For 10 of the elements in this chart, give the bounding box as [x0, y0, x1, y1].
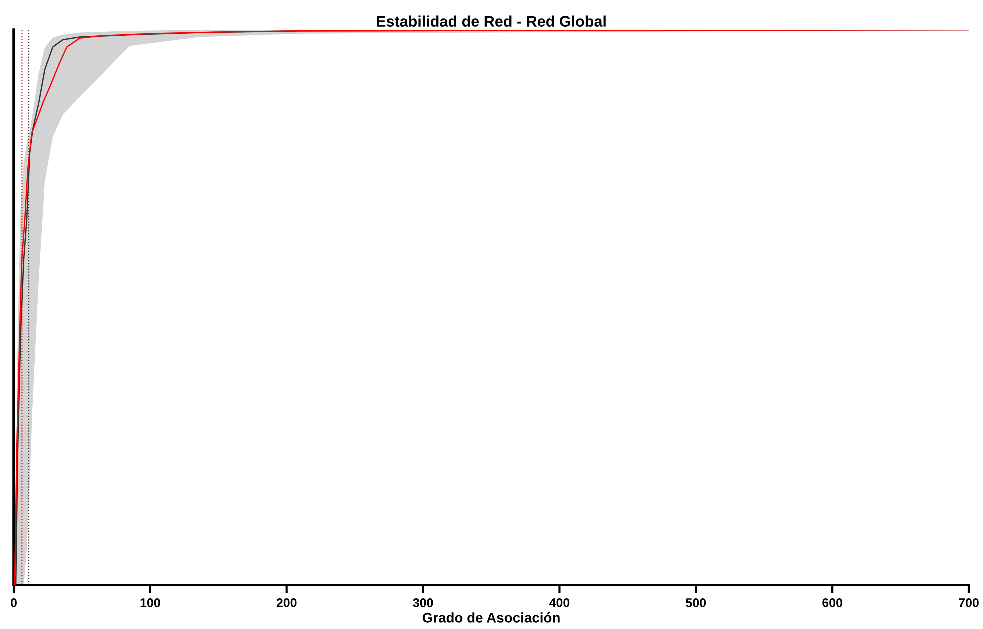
x-tick-label: 500: [686, 598, 706, 608]
x-tick-label: 300: [413, 598, 434, 608]
x-tick-label: 400: [549, 598, 570, 608]
x-tick-label: 700: [959, 598, 979, 608]
x-tick-label: 100: [140, 598, 160, 608]
chart-title: Estabilidad de Red - Red Global: [377, 16, 606, 27]
x-tick-label: 200: [276, 598, 297, 608]
x-axis-title: Grado de Asociación: [422, 612, 560, 623]
x-tick-label: 600: [822, 598, 842, 608]
x-tick-label: 0: [11, 598, 17, 608]
